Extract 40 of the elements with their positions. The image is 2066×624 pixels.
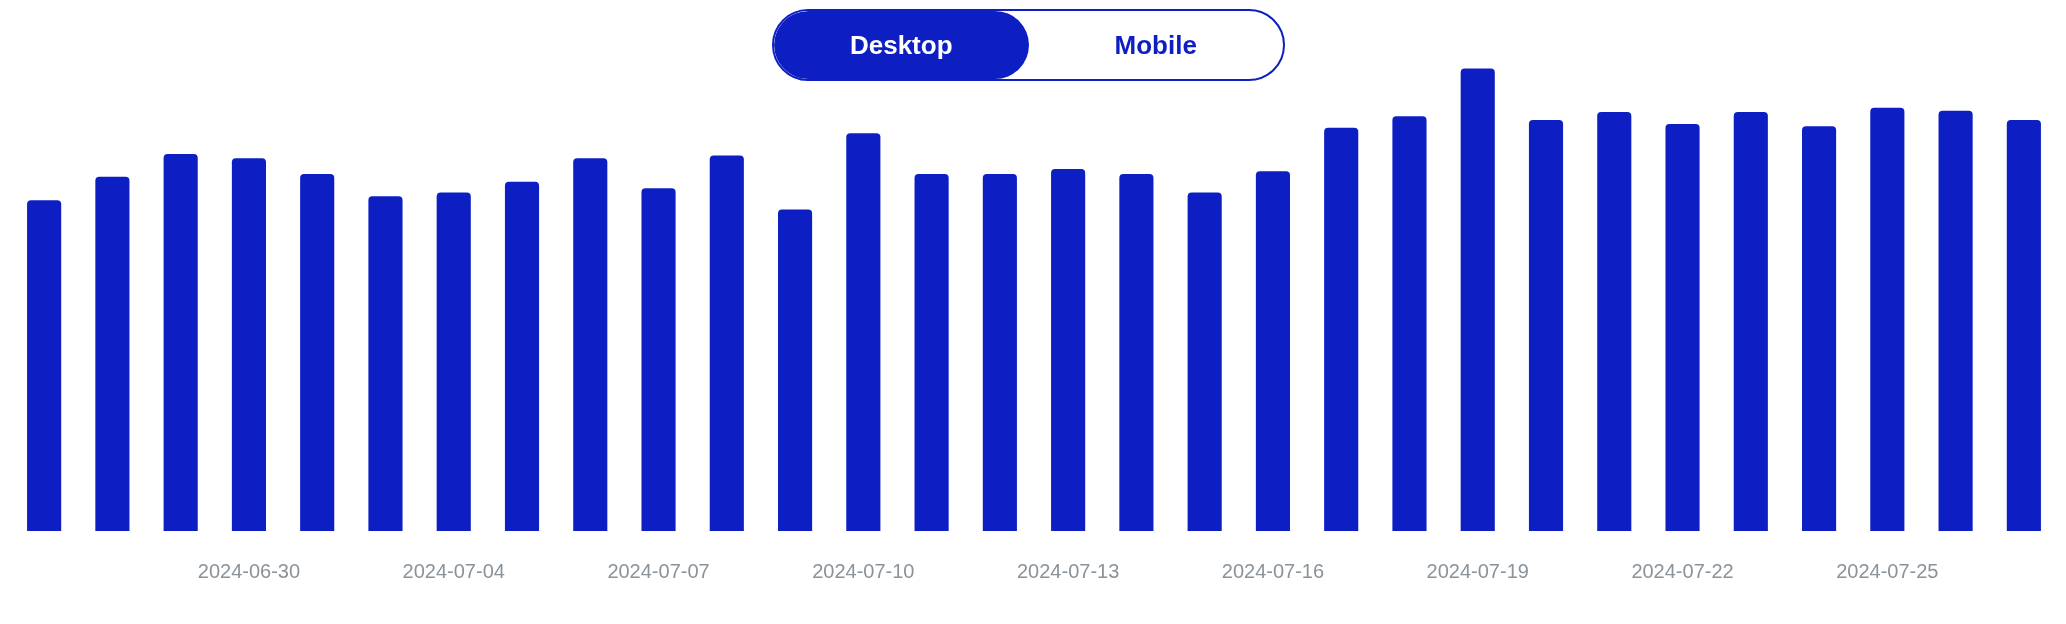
view-toggle: Desktop Mobile [772,9,1285,81]
bar [95,176,130,531]
bar [914,174,949,531]
bar [709,155,744,531]
bar [300,174,335,531]
bar [982,174,1017,531]
bar [1392,116,1427,531]
bar [1597,112,1632,531]
bar [1802,126,1837,531]
bar [1665,124,1700,531]
bar [163,154,198,531]
bar [778,209,813,531]
x-tick-label: 2024-07-10 [812,560,915,582]
bar [846,133,881,531]
bar [1460,68,1495,531]
x-tick-label: 2024-07-22 [1631,560,1734,582]
bar [1733,112,1768,531]
x-tick-label: 2024-07-07 [607,560,710,582]
bar [231,158,266,531]
bar [573,158,608,531]
bar [436,192,471,531]
bar [1051,168,1086,531]
bar [2006,119,2041,531]
x-tick-label: 2024-07-16 [1221,560,1325,582]
bar [1119,174,1154,531]
bar [1870,107,1905,531]
bar [1528,119,1564,531]
bar [504,181,540,531]
x-tick-label: 2024-07-04 [402,560,505,582]
bar [641,188,676,531]
bar [1255,171,1290,531]
bar [27,200,62,531]
x-tick-label: 2024-07-13 [1016,560,1120,582]
bar [1938,110,1973,531]
bar [368,196,403,531]
x-tick-label: 2024-06-30 [197,560,301,582]
bar [1187,192,1222,531]
bar [1324,127,1359,531]
x-tick-label: 2024-07-19 [1426,560,1529,582]
x-tick-label: 2024-07-25 [1836,560,1939,582]
